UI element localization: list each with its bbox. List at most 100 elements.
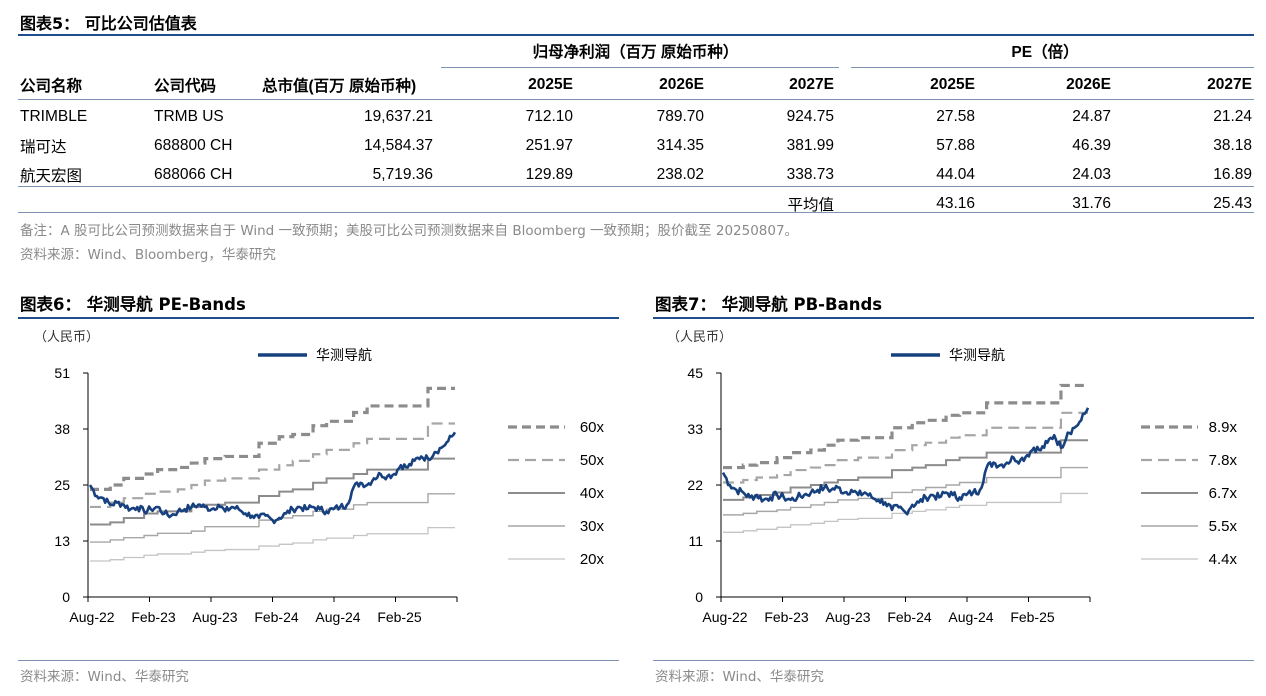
- price-line: [721, 407, 1090, 516]
- average-label: 平均值: [787, 196, 834, 214]
- x-tick-label: Feb-24: [254, 609, 299, 625]
- cell: 38.18: [1213, 136, 1252, 154]
- x-tick-label: Aug-22: [69, 609, 114, 625]
- x-tick-label: Aug-23: [825, 609, 870, 625]
- cell: 航天宏图: [20, 167, 83, 185]
- cell: 338.73: [786, 165, 834, 183]
- chart6-bottom-rule: [18, 660, 619, 661]
- cell: 24.03: [1072, 165, 1111, 183]
- y-tick-label: 11: [688, 533, 703, 549]
- y-tick-label: 51: [54, 365, 70, 381]
- table-row: 瑞可达 688800 CH 14,584.37 251.97 314.35 38…: [18, 131, 1254, 160]
- cell: 瑞可达: [20, 138, 67, 156]
- chart6-top-rule: [18, 317, 619, 319]
- x-tick-label: Feb-23: [131, 609, 176, 625]
- cell: 24.87: [1072, 107, 1111, 125]
- legend-label: 5.5x: [1209, 518, 1238, 535]
- legend-label: 50x: [580, 452, 605, 469]
- col-header: 公司名称: [20, 77, 83, 95]
- x-tick-label: Feb-25: [377, 609, 422, 625]
- column-header-row: 公司名称 公司代码 总市值(百万 原始币种) 2025E 2026E 2027E…: [18, 67, 1254, 102]
- chart6-source: 资料来源：Wind、华泰研究: [20, 669, 189, 685]
- chart7-top-rule: [653, 317, 1254, 319]
- legend-label: 60x: [580, 419, 605, 436]
- chart6-title: 图表6： 华测导航 PE-Bands: [20, 295, 246, 314]
- band-line-4.4x: [723, 492, 1088, 533]
- y-tick-label: 45: [687, 365, 703, 381]
- pb-bands-chart: （人民币） 45 33 22 11 0 Aug-22 Feb-23 Aug-23 Feb-24 Au…: [667, 329, 1238, 625]
- legend-label: 20x: [580, 551, 605, 568]
- y-tick-label: 33: [687, 421, 703, 437]
- table-row: 航天宏图 688066 CH 5,719.36 129.89 238.02 33…: [18, 160, 1254, 189]
- x-tick-label: Feb-23: [764, 609, 809, 625]
- cell: TRMB US: [154, 107, 224, 125]
- y-tick-label: 0: [695, 589, 703, 605]
- x-tick-label: Feb-24: [887, 609, 932, 625]
- y-axis-label: （人民币）: [34, 329, 99, 344]
- cell: 688066 CH: [154, 165, 233, 183]
- cell: 5,719.36: [372, 165, 433, 183]
- cell: 924.75: [786, 107, 834, 125]
- cell: TRIMBLE: [20, 107, 88, 125]
- cell: 44.04: [936, 165, 975, 183]
- average-row: 平均值 43.16 31.76 25.43: [18, 189, 1254, 218]
- band-line-40x: [90, 457, 455, 526]
- cell: 14,584.37: [364, 136, 433, 154]
- chart7-title: 图表7： 华测导航 PB-Bands: [655, 295, 883, 314]
- cell: 21.24: [1213, 107, 1252, 125]
- rows-underline: [18, 186, 1254, 187]
- group-pe-label: PE（倍）: [1011, 44, 1079, 61]
- cell: 712.10: [525, 107, 573, 125]
- cell: 789.70: [656, 107, 704, 125]
- cell: 16.89: [1213, 165, 1252, 183]
- legend-label: 30x: [580, 518, 605, 535]
- legend-label: 7.8x: [1209, 452, 1238, 469]
- y-axis-label: （人民币）: [667, 329, 732, 344]
- y-tick-label: 22: [687, 477, 703, 493]
- legend-label: 华测导航: [316, 347, 372, 363]
- band-line-20x: [90, 526, 455, 562]
- col-header: 2025E: [930, 75, 975, 93]
- table-top-rule: [18, 34, 1254, 36]
- average-cell: 25.43: [1213, 194, 1252, 212]
- y-tick-label: 13: [54, 533, 70, 549]
- col-header: 2025E: [528, 75, 573, 93]
- col-header: 2026E: [1066, 75, 1111, 93]
- col-header: 2027E: [789, 75, 834, 93]
- band-line-7.8x: [723, 411, 1088, 484]
- y-tick-label: 0: [62, 589, 70, 605]
- band-line-6.7x: [723, 439, 1088, 501]
- cell: 57.88: [936, 136, 975, 154]
- table-note: 备注：A 股可比公司预测数据来自于 Wind 一致预期；美股可比公司预测数据来自…: [20, 223, 799, 239]
- cell: 251.97: [525, 136, 573, 154]
- col-header: 总市值(百万 原始币种): [262, 77, 417, 95]
- valuation-table: 归母净利润（百万 原始币种） PE（倍） 公司名称 公司代码 总市值(百万 原始…: [18, 35, 1254, 218]
- x-tick-label: Aug-22: [702, 609, 747, 625]
- legend-label: 8.9x: [1209, 419, 1238, 436]
- table-title: 图表5： 可比公司估值表: [20, 14, 197, 33]
- group-header-row: 归母净利润（百万 原始币种） PE（倍）: [18, 35, 1254, 67]
- header-underline: [18, 99, 1254, 100]
- cell: 129.89: [525, 165, 573, 183]
- y-tick-label: 25: [54, 477, 70, 493]
- table-source: 资料来源：Wind、Bloomberg，华泰研究: [20, 247, 276, 263]
- cell: 46.39: [1072, 136, 1111, 154]
- table-bottom-rule: [18, 212, 1254, 213]
- cell: 688800 CH: [154, 136, 233, 154]
- cell: 27.58: [936, 107, 975, 125]
- col-header: 2027E: [1207, 75, 1252, 93]
- pe-bands-chart: （人民币） 51 38 25 13 0 Aug-22 Feb-23 Aug-23 Feb-24 Au…: [34, 329, 605, 625]
- chart7-bottom-rule: [653, 660, 1254, 661]
- legend-label: 华测导航: [949, 347, 1005, 363]
- chart7-source: 资料来源：Wind、华泰研究: [655, 669, 824, 685]
- price-line: [88, 431, 457, 525]
- x-tick-label: Feb-25: [1010, 609, 1055, 625]
- x-tick-label: Aug-24: [315, 609, 360, 625]
- group-profit-label: 归母净利润（百万 原始币种）: [532, 44, 739, 61]
- profit-group-underline: [441, 67, 839, 68]
- cell: 314.35: [656, 136, 704, 154]
- cell: 381.99: [786, 136, 834, 154]
- legend-label: 6.7x: [1209, 485, 1238, 502]
- average-cell: 31.76: [1072, 194, 1111, 212]
- pe-group-underline: [851, 67, 1254, 68]
